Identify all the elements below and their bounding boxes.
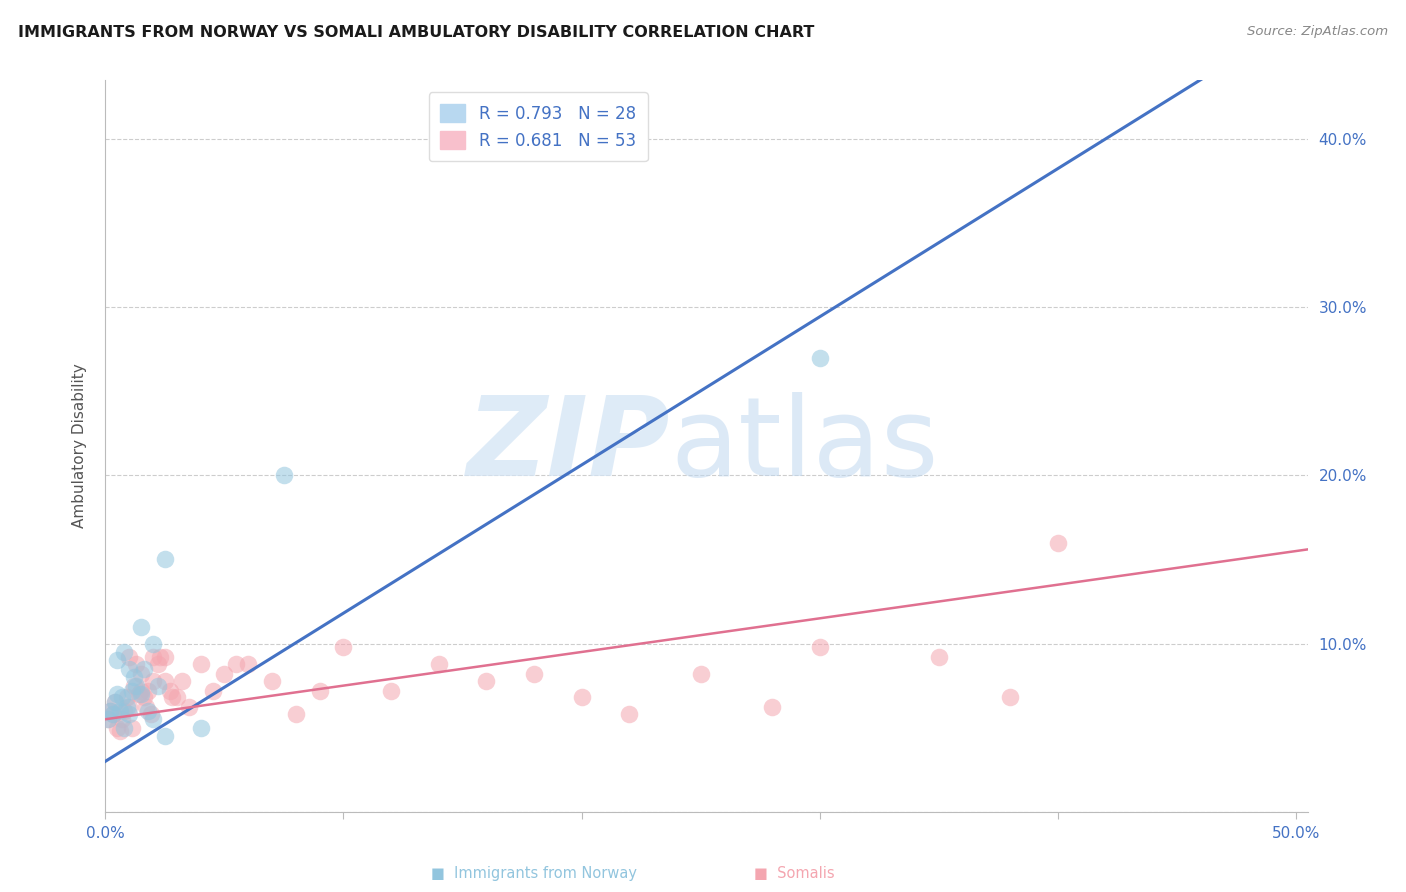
- Text: atlas: atlas: [671, 392, 939, 500]
- Point: [118, 662, 141, 676]
- Point: [121, 721, 143, 735]
- Point: [160, 690, 183, 705]
- Point: [111, 712, 134, 726]
- Point: [142, 673, 165, 688]
- Point: [97, 712, 120, 726]
- Point: [617, 707, 640, 722]
- Text: IMMIGRANTS FROM NORWAY VS SOMALI AMBULATORY DISABILITY CORRELATION CHART: IMMIGRANTS FROM NORWAY VS SOMALI AMBULAT…: [18, 25, 814, 40]
- Point: [808, 351, 831, 365]
- Point: [273, 468, 295, 483]
- Point: [125, 657, 148, 671]
- Point: [122, 670, 145, 684]
- Point: [115, 700, 138, 714]
- Point: [129, 683, 152, 698]
- Text: ■  Immigrants from Norway: ■ Immigrants from Norway: [432, 866, 637, 881]
- Point: [108, 724, 131, 739]
- Point: [142, 712, 165, 726]
- Point: [114, 645, 136, 659]
- Point: [190, 721, 212, 735]
- Point: [146, 679, 169, 693]
- Point: [262, 673, 284, 688]
- Point: [129, 666, 152, 681]
- Point: [170, 673, 193, 688]
- Point: [128, 687, 150, 701]
- Point: [308, 683, 330, 698]
- Point: [571, 690, 593, 705]
- Point: [153, 552, 176, 566]
- Point: [153, 673, 176, 688]
- Point: [761, 700, 783, 714]
- Point: [225, 657, 247, 671]
- Point: [98, 704, 121, 718]
- Point: [689, 666, 711, 681]
- Point: [111, 690, 134, 705]
- Point: [114, 721, 136, 735]
- Text: Source: ZipAtlas.com: Source: ZipAtlas.com: [1247, 25, 1388, 38]
- Legend: R = 0.793   N = 28, R = 0.681   N = 53: R = 0.793 N = 28, R = 0.681 N = 53: [429, 92, 648, 161]
- Point: [105, 653, 128, 667]
- Point: [201, 683, 224, 698]
- Point: [142, 636, 165, 650]
- Point: [114, 704, 136, 718]
- Point: [121, 683, 143, 698]
- Point: [427, 657, 450, 671]
- Point: [132, 662, 155, 676]
- Point: [104, 695, 127, 709]
- Point: [153, 729, 176, 743]
- Point: [177, 700, 200, 714]
- Point: [101, 707, 124, 722]
- Text: ■  Somalis: ■ Somalis: [754, 866, 835, 881]
- Point: [149, 650, 172, 665]
- Point: [332, 640, 354, 654]
- Point: [136, 683, 159, 698]
- Point: [115, 690, 138, 705]
- Point: [118, 707, 141, 722]
- Point: [104, 695, 127, 709]
- Point: [523, 666, 546, 681]
- Point: [190, 657, 212, 671]
- Point: [105, 687, 128, 701]
- Point: [928, 650, 950, 665]
- Point: [135, 700, 157, 714]
- Point: [125, 679, 148, 693]
- Point: [108, 704, 131, 718]
- Point: [146, 657, 169, 671]
- Point: [129, 620, 152, 634]
- Point: [122, 679, 145, 693]
- Point: [380, 683, 402, 698]
- Y-axis label: Ambulatory Disability: Ambulatory Disability: [72, 364, 87, 528]
- Point: [153, 650, 176, 665]
- Point: [98, 704, 121, 718]
- Point: [475, 673, 498, 688]
- Point: [101, 707, 124, 722]
- Point: [132, 690, 155, 705]
- Point: [998, 690, 1021, 705]
- Point: [166, 690, 188, 705]
- Point: [142, 650, 165, 665]
- Point: [129, 687, 152, 701]
- Point: [159, 683, 181, 698]
- Point: [97, 712, 120, 726]
- Point: [136, 704, 159, 718]
- Point: [238, 657, 260, 671]
- Point: [214, 666, 236, 681]
- Point: [105, 721, 128, 735]
- Point: [139, 707, 162, 722]
- Point: [1046, 535, 1069, 549]
- Text: ZIP: ZIP: [467, 392, 671, 500]
- Point: [808, 640, 831, 654]
- Point: [284, 707, 307, 722]
- Point: [118, 700, 141, 714]
- Point: [118, 650, 141, 665]
